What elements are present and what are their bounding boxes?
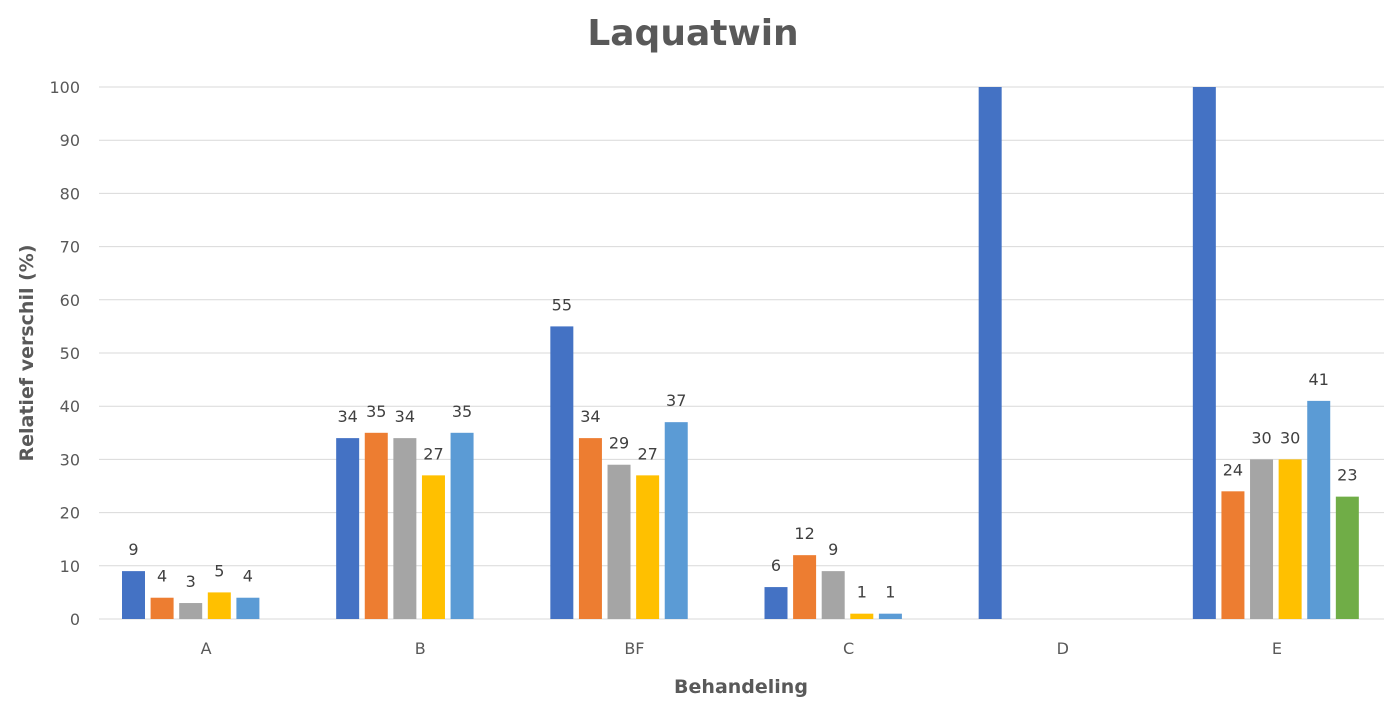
bar: [821, 571, 845, 619]
x-tick-label: C: [843, 639, 854, 658]
data-label: 30: [1280, 428, 1300, 447]
y-tick-label: 0: [70, 610, 80, 629]
y-tick-label: 70: [60, 238, 80, 257]
data-label: 34: [337, 407, 357, 426]
bar: [978, 87, 1002, 619]
bar: [764, 587, 788, 619]
data-label: 6: [771, 556, 781, 575]
bar: [793, 555, 817, 619]
bar: [179, 603, 203, 619]
x-tick-label: E: [1272, 639, 1282, 658]
data-label: 35: [366, 402, 386, 421]
bar: [393, 438, 417, 619]
data-label: 4: [243, 567, 253, 586]
data-label: 23: [1337, 466, 1357, 485]
bar: [636, 475, 660, 619]
bar: [364, 432, 388, 619]
y-tick-label: 10: [60, 557, 80, 576]
x-tick-label: B: [415, 639, 426, 658]
bar: [1335, 496, 1359, 619]
data-label: 1: [857, 583, 867, 602]
bar: [550, 326, 574, 619]
y-tick-label: 80: [60, 184, 80, 203]
bar: [421, 475, 445, 619]
data-label: 41: [1309, 370, 1329, 389]
y-tick-label: 60: [60, 291, 80, 310]
x-tick-label: D: [1057, 639, 1069, 658]
y-tick-label: 30: [60, 450, 80, 469]
chart-title: Laquatwin: [587, 13, 798, 54]
tick-labels: 0 10 20 30 40 50 60 70 80 90 100 A B BF C D E: [49, 78, 1282, 658]
bar: [1250, 459, 1274, 619]
y-tick-label: 90: [60, 131, 80, 150]
x-axis-title: Behandeling: [674, 676, 808, 698]
bar: [664, 422, 688, 619]
data-label: 1: [885, 583, 895, 602]
data-label: 9: [828, 540, 838, 559]
data-label: 3: [186, 572, 196, 591]
bar: [336, 438, 360, 619]
data-label: 24: [1223, 460, 1243, 479]
bar: [1192, 87, 1216, 619]
bar: [1221, 491, 1245, 619]
bar: [1307, 400, 1331, 619]
bars: [122, 87, 1359, 619]
bar: [207, 592, 231, 619]
data-label: 5: [214, 561, 224, 580]
bar: [150, 597, 174, 619]
data-label: 34: [395, 407, 415, 426]
x-tick-label: A: [201, 639, 212, 658]
data-label: 29: [609, 434, 629, 453]
y-tick-label: 40: [60, 397, 80, 416]
bar: [1278, 459, 1302, 619]
bar: [122, 571, 145, 619]
gridlines: [99, 86, 1384, 620]
bar: [578, 438, 602, 619]
y-axis-title: Relatief verschil (%): [16, 245, 38, 462]
x-tick-label: BF: [624, 639, 644, 658]
data-label: 37: [666, 391, 686, 410]
data-label: 27: [637, 444, 657, 463]
y-tick-label: 100: [49, 78, 80, 97]
data-label: 27: [423, 444, 443, 463]
bar: [607, 464, 631, 619]
data-label: 9: [128, 540, 138, 559]
data-label: 35: [452, 402, 472, 421]
data-label: 12: [794, 524, 814, 543]
data-label: 34: [580, 407, 600, 426]
data-label: 55: [552, 295, 572, 314]
data-label: 4: [157, 567, 167, 586]
data-label: 30: [1251, 428, 1271, 447]
bar: [850, 613, 874, 619]
y-tick-label: 50: [60, 344, 80, 363]
y-tick-label: 20: [60, 504, 80, 523]
bar: [878, 613, 902, 619]
bar: [236, 597, 260, 619]
bar: [450, 432, 474, 619]
